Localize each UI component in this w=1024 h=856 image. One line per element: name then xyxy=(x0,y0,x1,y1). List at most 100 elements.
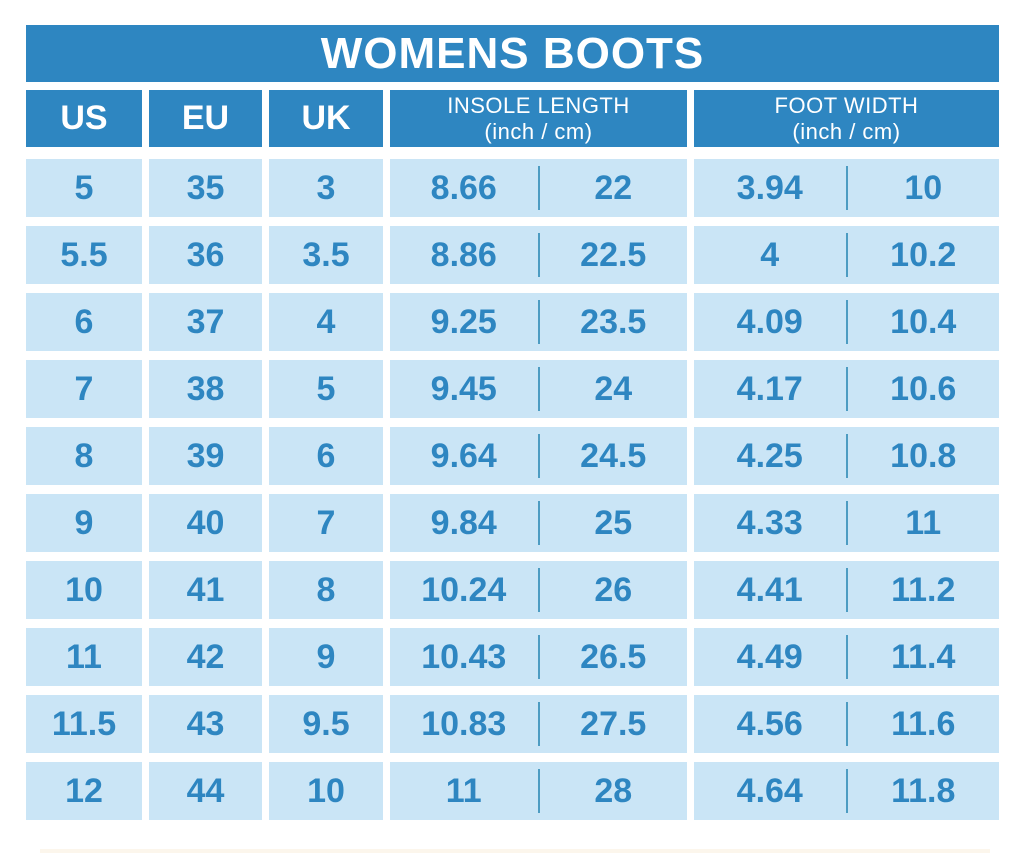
table-row: 5 35 3 8.66 22 3.94 10 xyxy=(26,159,999,217)
us-value: 6 xyxy=(26,293,142,351)
header-foot-width: FOOT WIDTH (inch / cm) xyxy=(694,90,999,147)
cell-divider xyxy=(537,434,540,478)
foot-cm-value: 10.2 xyxy=(890,235,957,274)
header-us: US xyxy=(26,90,142,147)
foot-width-cell: 4.41 11.2 xyxy=(694,561,999,619)
cell-divider xyxy=(845,233,848,277)
uk-value: 9 xyxy=(269,628,383,686)
foot-inch-value: 3.94 xyxy=(736,168,803,207)
header-foot-line1: FOOT WIDTH xyxy=(774,92,919,118)
cell-divider xyxy=(845,568,848,612)
eu-value: 39 xyxy=(149,427,262,485)
foot-width-cell: 4.25 10.8 xyxy=(694,427,999,485)
header-insole-line1: INSOLE LENGTH xyxy=(447,92,630,118)
insole-cm-value: 26 xyxy=(594,570,633,609)
foot-width-cell: 4.49 11.4 xyxy=(694,628,999,686)
us-value: 5 xyxy=(26,159,142,217)
insole-inch-value: 10.24 xyxy=(421,570,507,609)
cell-divider xyxy=(537,568,540,612)
table-row: 10 41 8 10.24 26 4.41 11.2 xyxy=(26,561,999,619)
foot-cm-value: 11.8 xyxy=(891,771,956,810)
insole-length-cell: 10.24 26 xyxy=(390,561,687,619)
chart-title: WOMENS BOOTS xyxy=(26,25,999,82)
cell-divider xyxy=(845,367,848,411)
insole-length-cell: 8.66 22 xyxy=(390,159,687,217)
insole-length-cell: 9.25 23.5 xyxy=(390,293,687,351)
insole-inch-value: 11 xyxy=(445,771,482,810)
cell-divider xyxy=(845,166,848,210)
size-chart: WOMENS BOOTS US EU UK INSOLE LENGTH (inc… xyxy=(26,25,999,820)
us-value: 11.5 xyxy=(26,695,142,753)
us-value: 11 xyxy=(26,628,142,686)
insole-length-cell: 9.64 24.5 xyxy=(390,427,687,485)
eu-value: 42 xyxy=(149,628,262,686)
foot-inch-value: 4.33 xyxy=(736,503,803,542)
cell-divider xyxy=(845,300,848,344)
foot-cm-value: 10.4 xyxy=(890,302,957,341)
insole-cm-value: 27.5 xyxy=(580,704,647,743)
uk-value: 6 xyxy=(269,427,383,485)
insole-cm-value: 22.5 xyxy=(580,235,647,274)
foot-width-cell: 3.94 10 xyxy=(694,159,999,217)
insole-inch-value: 10.43 xyxy=(421,637,507,676)
table-row: 6 37 4 9.25 23.5 4.09 10.4 xyxy=(26,293,999,351)
insole-cm-value: 28 xyxy=(594,771,633,810)
cell-divider xyxy=(537,702,540,746)
foot-width-cell: 4.09 10.4 xyxy=(694,293,999,351)
uk-value: 4 xyxy=(269,293,383,351)
cell-divider xyxy=(537,166,540,210)
foot-inch-value: 4 xyxy=(760,235,780,274)
foot-inch-value: 4.56 xyxy=(736,704,803,743)
header-insole-length: INSOLE LENGTH (inch / cm) xyxy=(390,90,687,147)
cell-divider xyxy=(845,501,848,545)
eu-value: 36 xyxy=(149,226,262,284)
insole-cm-value: 23.5 xyxy=(580,302,647,341)
cell-divider xyxy=(537,501,540,545)
cell-divider xyxy=(537,769,540,813)
insole-cm-value: 26.5 xyxy=(580,637,647,676)
table-row: 11 42 9 10.43 26.5 4.49 11.4 xyxy=(26,628,999,686)
uk-value: 10 xyxy=(269,762,383,820)
table-body: 5 35 3 8.66 22 3.94 10 5.5 36 3.5 8.86 2… xyxy=(26,159,999,820)
foot-cm-value: 11 xyxy=(905,503,942,542)
foot-cm-value: 10 xyxy=(904,168,943,207)
eu-value: 44 xyxy=(149,762,262,820)
eu-value: 43 xyxy=(149,695,262,753)
us-value: 9 xyxy=(26,494,142,552)
insole-cm-value: 24.5 xyxy=(580,436,647,475)
header-insole-line2: (inch / cm) xyxy=(484,118,593,144)
insole-cm-value: 22 xyxy=(594,168,633,207)
cell-divider xyxy=(845,702,848,746)
eu-value: 37 xyxy=(149,293,262,351)
table-row: 7 38 5 9.45 24 4.17 10.6 xyxy=(26,360,999,418)
insole-length-cell: 11 28 xyxy=(390,762,687,820)
foot-inch-value: 4.41 xyxy=(736,570,803,609)
us-value: 10 xyxy=(26,561,142,619)
eu-value: 41 xyxy=(149,561,262,619)
cell-divider xyxy=(845,769,848,813)
us-value: 12 xyxy=(26,762,142,820)
foot-cm-value: 11.6 xyxy=(891,704,956,743)
cell-divider xyxy=(537,367,540,411)
header-row: US EU UK INSOLE LENGTH (inch / cm) FOOT … xyxy=(26,90,999,147)
insole-length-cell: 8.86 22.5 xyxy=(390,226,687,284)
foot-width-cell: 4 10.2 xyxy=(694,226,999,284)
uk-value: 3.5 xyxy=(269,226,383,284)
insole-inch-value: 8.86 xyxy=(430,235,497,274)
insole-inch-value: 9.84 xyxy=(430,503,497,542)
cell-divider xyxy=(845,635,848,679)
foot-inch-value: 4.49 xyxy=(736,637,803,676)
foot-inch-value: 4.25 xyxy=(736,436,803,475)
cell-divider xyxy=(845,434,848,478)
cell-divider xyxy=(537,635,540,679)
uk-value: 5 xyxy=(269,360,383,418)
uk-value: 7 xyxy=(269,494,383,552)
foot-cm-value: 10.8 xyxy=(890,436,957,475)
header-uk: UK xyxy=(269,90,383,147)
uk-value: 3 xyxy=(269,159,383,217)
insole-cm-value: 25 xyxy=(594,503,633,542)
foot-inch-value: 4.09 xyxy=(736,302,803,341)
insole-length-cell: 9.45 24 xyxy=(390,360,687,418)
header-eu: EU xyxy=(149,90,262,147)
table-row: 8 39 6 9.64 24.5 4.25 10.8 xyxy=(26,427,999,485)
